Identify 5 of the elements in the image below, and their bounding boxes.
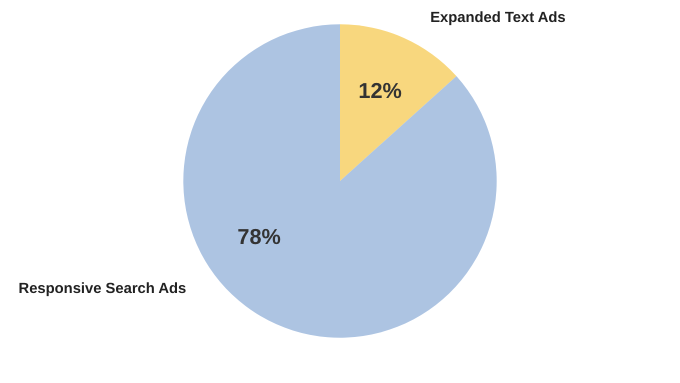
data-label: 12% (358, 78, 402, 103)
slice-label: Responsive Search Ads (18, 280, 186, 297)
data-label: 78% (237, 224, 281, 250)
pie-slice (340, 24, 456, 181)
slice-label: Expanded Text Ads (430, 10, 566, 26)
